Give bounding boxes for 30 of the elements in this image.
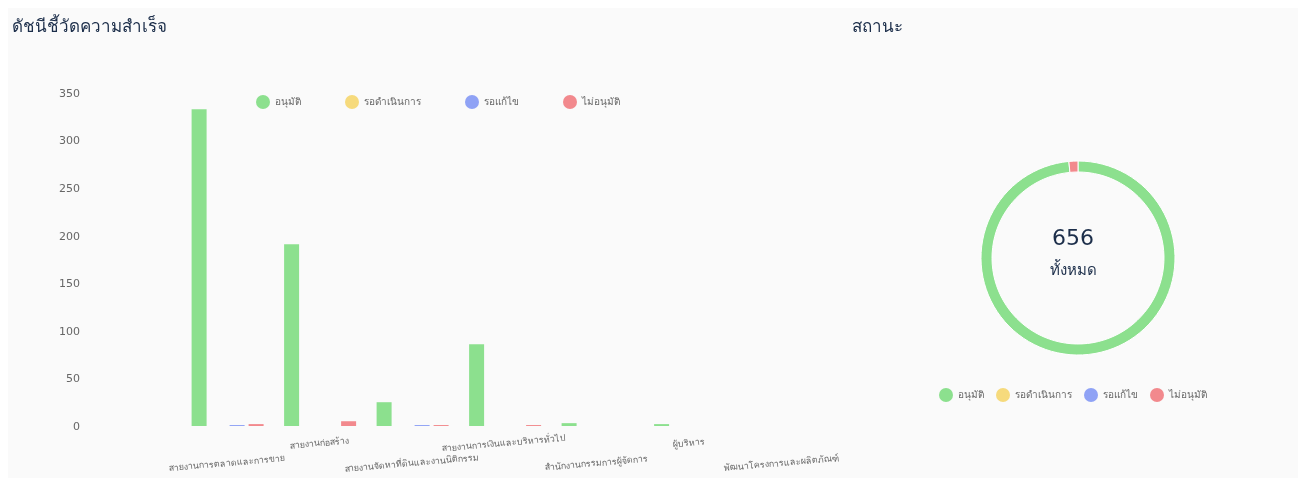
- donut-slice: [980, 160, 1176, 356]
- x-tick-label: สายงานก่อสร้าง: [289, 435, 349, 451]
- y-tick-label: 300: [59, 134, 80, 148]
- y-tick-label: 50: [66, 372, 80, 386]
- y-tick-label: 0: [73, 419, 80, 433]
- bar: [284, 244, 300, 426]
- y-tick-label: 200: [59, 229, 80, 243]
- legend-label: รอแก้ไข: [1103, 388, 1138, 402]
- text: ทั้งหมด: [1049, 259, 1097, 279]
- y-tick-label: 350: [59, 86, 80, 100]
- legend-label: ไม่อนุมัติ: [1169, 388, 1207, 402]
- legend-label: อนุมัติ: [958, 388, 984, 402]
- legend-label: รอดำเนินการ: [364, 95, 421, 109]
- bar: [376, 402, 392, 426]
- y-tick-label: 100: [59, 324, 80, 338]
- chart-title: สถานะ: [852, 15, 904, 38]
- bar: [561, 423, 577, 426]
- x-tick-label: สำนักงานกรรมการผู้จัดการ: [544, 453, 649, 474]
- bar: [469, 344, 485, 426]
- legend-label: ไม่อนุมัติ: [582, 95, 620, 109]
- legend-label: อนุมัติ: [275, 95, 301, 109]
- legend-label: รอแก้ไข: [484, 95, 519, 109]
- legend-label: รอดำเนินการ: [1015, 388, 1072, 402]
- bar: [191, 109, 207, 426]
- text: 656: [1052, 225, 1094, 250]
- y-tick-label: 250: [59, 182, 80, 196]
- x-tick-label: ผู้บริหาร: [672, 436, 706, 451]
- chart-title: ดัชนีชี้วัดความสำเร็จ: [12, 13, 168, 38]
- bar: [341, 421, 357, 426]
- y-tick-label: 150: [59, 277, 80, 291]
